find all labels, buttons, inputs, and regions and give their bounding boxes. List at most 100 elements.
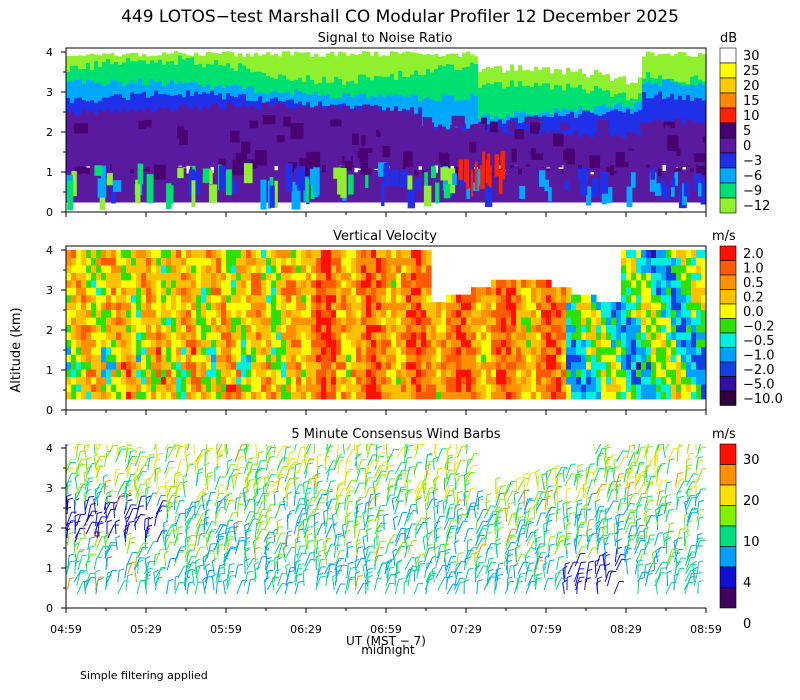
velocity-cell [681,339,687,348]
velocity-cell [691,391,697,400]
velocity-cell [361,339,367,348]
velocity-cell [516,331,522,340]
snr-cell [574,48,579,73]
wind-barb [202,557,205,571]
snr-cell [634,111,639,134]
velocity-cell [196,272,202,281]
velocity-cell [541,294,547,303]
snr-cell [414,113,419,116]
snr-cell [442,55,447,67]
snr-cell [378,106,383,112]
velocity-cell [196,383,202,392]
velocity-cell [316,272,322,281]
velocity-cell [516,324,522,333]
velocity-cell [121,354,127,363]
velocity-cell [176,316,182,325]
velocity-cell [336,376,342,385]
snr-cell [342,105,347,173]
wind-barb [235,444,243,459]
velocity-cell [651,272,657,281]
velocity-cell [136,346,142,355]
velocity-cell [151,272,157,281]
snr-cell [506,48,511,72]
velocity-cell [256,383,262,392]
velocity-cell [151,309,157,318]
snr-cell [162,108,167,173]
velocity-cell [486,287,492,296]
velocity-cell [496,339,502,348]
velocity-cell [106,354,112,363]
snr-cell [209,123,218,131]
velocity-cell [556,302,562,311]
velocity-cell [686,309,692,318]
velocity-cell [681,369,687,378]
wind-barb-flag [295,540,301,544]
wind-barb [294,444,297,451]
snr-cell [374,104,379,169]
velocity-cell [656,331,662,340]
velocity-cell [566,294,572,303]
velocity-cell [346,250,352,259]
velocity-cell [71,376,77,385]
velocity-cell [541,391,547,400]
velocity-cell [136,331,142,340]
velocity-cell [671,272,677,281]
velocity-cell [141,294,147,303]
snr-cell [458,124,463,129]
velocity-cell [401,287,407,296]
snr-cell [490,129,495,168]
velocity-cell [356,309,362,318]
velocity-cell [416,287,422,296]
velocity-cell [111,272,117,281]
velocity-cell [206,287,212,296]
velocity-cell [276,361,282,370]
velocity-cell [406,391,412,400]
snr-cell [422,116,432,133]
wind-barb-flag [161,566,167,569]
velocity-cell [201,324,207,333]
snr-cell [246,100,251,109]
velocity-cell [166,250,172,259]
velocity-cell [226,346,232,355]
velocity-cell [476,346,482,355]
snr-cell [153,164,166,180]
velocity-cell [236,354,242,363]
velocity-cell [351,250,357,259]
wind-barb [255,444,258,459]
velocity-cell [431,383,437,392]
snr-cell [414,114,419,171]
velocity-cell [331,309,337,318]
snr-cell [345,160,352,171]
velocity-cell [631,302,637,311]
velocity-cell [446,331,452,340]
velocity-cell [671,294,677,303]
snr-cell [614,173,619,203]
velocity-cell [76,272,82,281]
wind-barb-flag [140,579,146,582]
velocity-cell [211,354,217,363]
wind-barb-flag [149,456,155,459]
snr-cell [174,51,179,66]
wind-barb [114,521,117,535]
snr-cell [350,97,355,110]
velocity-cell [666,294,672,303]
snr-cell [398,70,403,96]
snr-cell [522,110,527,123]
velocity-cell [666,287,672,296]
snr-cell [98,66,103,84]
snr-cell [171,138,180,146]
snr-cell [122,137,136,150]
velocity-cell [516,287,522,296]
snr-cell [552,133,564,147]
velocity-cell [666,279,672,288]
velocity-cell [506,324,512,333]
velocity-cell [346,369,352,378]
velocity-cell [71,272,77,281]
velocity-cell [271,361,277,370]
snr-cell [674,172,679,203]
velocity-cell [86,376,92,385]
velocity-cell [116,272,122,281]
snr-cell [423,185,432,207]
velocity-cell [251,294,257,303]
wind-barb [273,530,276,543]
